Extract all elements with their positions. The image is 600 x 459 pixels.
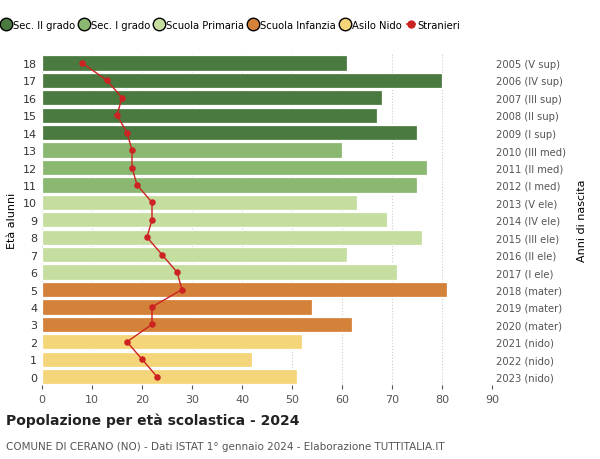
Point bbox=[102, 78, 112, 85]
Y-axis label: Anni di nascita: Anni di nascita bbox=[577, 179, 587, 262]
Bar bbox=[42, 213, 387, 228]
Point bbox=[172, 269, 182, 276]
Bar bbox=[42, 230, 422, 246]
Bar bbox=[42, 126, 417, 141]
Y-axis label: Età alunni: Età alunni bbox=[7, 192, 17, 248]
Point bbox=[127, 164, 137, 172]
Bar bbox=[42, 247, 347, 263]
Text: Popolazione per età scolastica - 2024: Popolazione per età scolastica - 2024 bbox=[6, 413, 299, 428]
Point bbox=[77, 60, 87, 67]
Point bbox=[147, 303, 157, 311]
Point bbox=[147, 321, 157, 328]
Point bbox=[117, 95, 127, 102]
Bar bbox=[42, 161, 427, 176]
Bar bbox=[42, 108, 377, 123]
Point bbox=[152, 373, 162, 381]
Bar bbox=[42, 300, 312, 315]
Point bbox=[177, 286, 187, 294]
Bar bbox=[42, 73, 442, 89]
Bar bbox=[42, 56, 347, 72]
Bar bbox=[42, 317, 352, 332]
Bar bbox=[42, 143, 342, 158]
Bar bbox=[42, 195, 357, 211]
Point bbox=[142, 234, 152, 241]
Bar bbox=[42, 335, 302, 350]
Bar bbox=[42, 369, 297, 385]
Bar bbox=[42, 178, 417, 193]
Text: COMUNE DI CERANO (NO) - Dati ISTAT 1° gennaio 2024 - Elaborazione TUTTITALIA.IT: COMUNE DI CERANO (NO) - Dati ISTAT 1° ge… bbox=[6, 441, 445, 451]
Bar bbox=[42, 265, 397, 280]
Bar bbox=[42, 282, 447, 297]
Point bbox=[127, 147, 137, 154]
Point bbox=[112, 112, 122, 120]
Point bbox=[122, 338, 132, 346]
Legend: Sec. II grado, Sec. I grado, Scuola Primaria, Scuola Infanzia, Asilo Nido, Stran: Sec. II grado, Sec. I grado, Scuola Prim… bbox=[0, 17, 464, 35]
Point bbox=[147, 199, 157, 207]
Point bbox=[132, 182, 142, 189]
Point bbox=[157, 252, 167, 259]
Point bbox=[147, 217, 157, 224]
Bar bbox=[42, 352, 252, 367]
Point bbox=[122, 130, 132, 137]
Point bbox=[137, 356, 147, 363]
Bar bbox=[42, 91, 382, 106]
